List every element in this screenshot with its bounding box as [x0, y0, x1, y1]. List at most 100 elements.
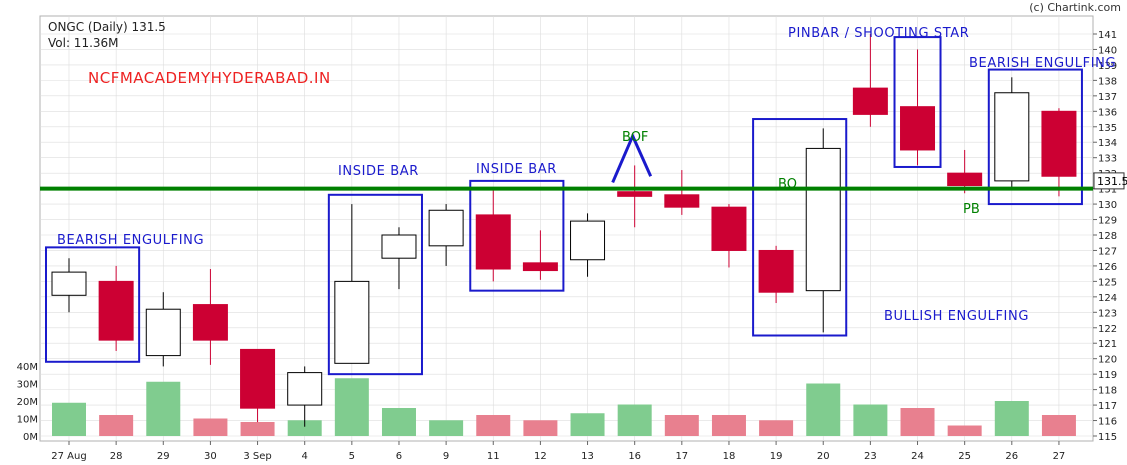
candle-body	[805, 147, 841, 292]
date-tick-label: 28	[110, 451, 123, 462]
date-tick-label: 4	[302, 451, 308, 462]
date-tick-label: 20	[817, 451, 830, 462]
date-tick-label: 29	[157, 451, 170, 462]
volume-bar	[1041, 415, 1076, 436]
chart-title: ONGC (Daily) 131.5	[48, 20, 166, 34]
date-tick-label: 25	[958, 451, 971, 462]
volume-bar	[523, 420, 558, 436]
volume-bar	[146, 381, 181, 436]
candle-body	[192, 304, 228, 341]
price-tick-label: 131	[1098, 185, 1117, 196]
candle-body	[428, 209, 464, 247]
date-tick-label: 6	[396, 451, 402, 462]
volume-tick-label: 0M	[23, 432, 38, 443]
volume-bar	[429, 420, 464, 436]
candle-body	[711, 206, 747, 251]
volume-bar	[52, 402, 86, 436]
watermark-text: NCFMACADEMYHYDERABAD.IN	[88, 69, 331, 87]
volume-bars	[52, 378, 1076, 436]
candle-body	[145, 308, 181, 357]
volume-bar	[900, 408, 935, 436]
volume-bar	[947, 425, 982, 436]
bof-peak-marker	[611, 132, 653, 184]
date-tick-label: 27 Aug	[51, 451, 86, 462]
volume-axis: 0M 10M 20M 30M 40M	[17, 362, 38, 443]
date-tick-label: 23	[864, 451, 877, 462]
price-tick-label: 121	[1098, 339, 1117, 350]
price-tick-label: 126	[1098, 262, 1117, 273]
annotation-pinbar: PINBAR / SHOOTING STAR	[788, 26, 969, 41]
annotation-bullish-engulfing: BULLISH ENGULFING	[884, 309, 1029, 324]
price-tick-label: 136	[1098, 107, 1117, 118]
volume-bar	[287, 420, 322, 436]
annotation-bearish-engulfing-1: BEARISH ENGULFING	[57, 233, 204, 248]
volume-bar	[193, 418, 228, 436]
annotation-pb: PB	[963, 202, 980, 217]
annotation-bearish-engulfing-2: BEARISH ENGULFING	[969, 56, 1116, 71]
date-tick-label: 3 Sep	[243, 451, 271, 462]
volume-bar	[759, 420, 794, 436]
date-tick-label: 27	[1053, 451, 1066, 462]
price-tick-label: 140	[1098, 45, 1117, 56]
price-tick-label: 116	[1098, 417, 1117, 428]
box-inside-bar-2	[469, 179, 565, 292]
volume-bar	[476, 415, 511, 436]
price-tick-label: 141	[1098, 30, 1117, 41]
candle-body	[475, 214, 511, 270]
volume-bar	[617, 404, 652, 436]
price-tick-label: 123	[1098, 308, 1117, 319]
volume-bar	[334, 378, 369, 436]
volume-readout: Vol: 11.36M	[48, 36, 119, 50]
date-tick-label: 13	[581, 451, 594, 462]
box-pinbar	[893, 36, 942, 168]
candle-body	[1041, 110, 1077, 177]
price-tick-label: 138	[1098, 76, 1117, 87]
price-tick-label: 139	[1098, 61, 1117, 72]
date-axis: 27 Aug 28 29 30 3 Sep 4 5 6 9 11 12 13 16 17 18 19 20 23 2…	[51, 441, 1065, 462]
price-tick-label: 119	[1098, 370, 1117, 381]
price-tick-label: 129	[1098, 216, 1117, 227]
current-price-label: 131.5	[1097, 175, 1127, 188]
candle-body	[947, 172, 983, 187]
price-tick-label: 125	[1098, 277, 1117, 288]
candle-body	[617, 191, 653, 197]
volume-bar	[853, 404, 888, 436]
volume-bar	[711, 415, 746, 436]
candle-body	[522, 262, 558, 272]
current-price-tag	[1093, 172, 1125, 190]
price-tick-label: 134	[1098, 138, 1117, 149]
volume-bar	[570, 413, 605, 436]
annotation-bof: BOF	[622, 130, 648, 145]
date-tick-label: 16	[628, 451, 641, 462]
candle-body	[900, 106, 936, 151]
date-tick-label: 11	[487, 451, 500, 462]
candle-body	[664, 194, 700, 208]
box-bullish-engulfing	[752, 118, 848, 337]
date-tick-label: 12	[534, 451, 547, 462]
candles	[51, 34, 1077, 427]
volume-tick-label: 20M	[17, 397, 38, 408]
date-tick-label: 18	[723, 451, 736, 462]
candle-body	[287, 372, 323, 406]
volume-tick-label: 30M	[17, 380, 38, 391]
price-tick-label: 127	[1098, 246, 1117, 257]
price-tick-label: 124	[1098, 293, 1117, 304]
box-bearish-engulfing-1	[45, 246, 141, 363]
volume-tick-label: 10M	[17, 415, 38, 426]
copyright: (c) Chartink.com	[1029, 1, 1121, 14]
price-tick-label: 135	[1098, 123, 1117, 134]
annotation-inside-bar-2: INSIDE BAR	[476, 162, 557, 177]
volume-bar	[240, 422, 275, 436]
box-bearish-engulfing-2	[987, 68, 1083, 206]
price-tick-label: 133	[1098, 154, 1117, 165]
price-tick-label: 128	[1098, 231, 1117, 242]
candle-body	[570, 220, 606, 261]
price-tick-label: 130	[1098, 200, 1117, 211]
price-tick-label: 120	[1098, 355, 1117, 366]
volume-tick-label: 40M	[17, 362, 38, 373]
date-tick-label: 9	[443, 451, 449, 462]
candle-body	[758, 249, 794, 293]
candle-body	[334, 280, 370, 364]
volume-bar	[806, 383, 841, 436]
